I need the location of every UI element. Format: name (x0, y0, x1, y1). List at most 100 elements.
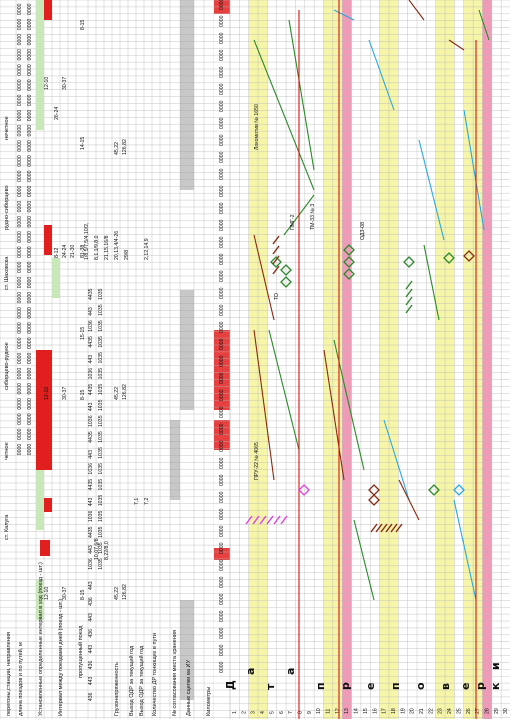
km-number: 11 (326, 709, 332, 714)
km-number: 30 (503, 708, 509, 714)
km-code: 0000 (219, 440, 225, 452)
train-schedule-graph: 1 2 3 4 5 6 7 8 9 10 11 12 13 14 15 16 17 18 19 20 21 22 23 24 2… (214, 0, 510, 719)
km-code: 0000 (219, 644, 225, 656)
direction-label: перегоны,станции, направления (6, 632, 12, 716)
code-cell: 0000 (27, 292, 33, 304)
red-cell (36, 350, 52, 470)
interval-between-label: Интервал между поездами дней (поезд - шт… (57, 599, 64, 716)
code-cell: 0000 (27, 186, 33, 198)
code-cell: 443 (88, 402, 94, 411)
label-pru: ПРУ-22 № 4065 (254, 442, 260, 480)
green-cell (36, 580, 44, 620)
code-cell: 0000 (17, 140, 23, 152)
pink-band (342, 0, 352, 719)
km-number: 22 (428, 708, 434, 714)
column-header-labels: перегоны,станции, направления длина поез… (6, 562, 212, 716)
km-code: 0000 (219, 270, 225, 282)
work-marks (245, 235, 475, 533)
red-cell (214, 420, 230, 450)
km-number: 28 (484, 708, 490, 714)
section-kaluga: ст. Калуга (4, 514, 10, 540)
section-rudnoe-sibir: рудно-сибирцево (4, 185, 10, 230)
code-cell: 1036 (88, 320, 94, 332)
stat-1b: 12-10 (44, 387, 50, 400)
work-slash (405, 280, 413, 290)
km-number: 20 (410, 708, 416, 714)
code-cell: 0000 (17, 216, 23, 228)
code-cell: 0000 (17, 337, 23, 349)
km-label: Километры (206, 687, 212, 716)
km-column: 1 2 3 4 5 6 7 8 9 10 11 12 13 14 15 16 17 18 19 20 21 22 23 24 2… (219, 0, 509, 714)
code-cell: 1036 (88, 368, 94, 380)
code-cell: 0000 (17, 3, 23, 15)
stat-2: 30-37 (62, 587, 68, 600)
code-cell: 443 (88, 450, 94, 459)
red-cell (44, 498, 52, 512)
km-code: 0000 (219, 83, 225, 95)
work-slash (405, 288, 413, 298)
work-diamond (368, 494, 380, 506)
km-code: 0000 (219, 321, 225, 333)
note-2: 8,1,1/9,8,0 (94, 235, 100, 260)
code-cell: 0000 (17, 125, 23, 137)
caption-letter: в (439, 683, 452, 690)
km-code: 0000 (219, 593, 225, 605)
km-code: 0000 (219, 66, 225, 78)
km-code: 0000 (219, 236, 225, 248)
km-number: 27 (475, 708, 481, 714)
code-cell: 0000 (27, 261, 33, 273)
km-number: 19 (400, 708, 406, 714)
caption-letter: т (264, 683, 277, 690)
code-cell: 0000 (17, 246, 23, 258)
km-number: 3 (251, 711, 257, 714)
code-cell: 1035 (98, 415, 104, 427)
section-sibir-rudnoe: сибирцево-рудное (4, 342, 10, 390)
code-cell: 4435 (88, 431, 94, 443)
work-slash (280, 515, 288, 525)
work-diamond (280, 276, 292, 288)
section-chetnoe: четное (4, 442, 10, 460)
code-cell: 1036 (88, 463, 94, 475)
code-cell: 0000 (17, 79, 23, 91)
code-cell: 443 (88, 355, 94, 364)
code-cell: 4435 (88, 336, 94, 348)
km-code: 0000 (219, 423, 225, 435)
code-cell: 4435 (88, 384, 94, 396)
train-line (353, 519, 375, 601)
code-cell: 436 (88, 597, 94, 606)
work-slash (380, 523, 388, 533)
work-diamond (343, 268, 355, 280)
km-code: 0000 (219, 372, 225, 384)
train-line (423, 244, 440, 321)
caption-letter: а (244, 668, 257, 675)
code-cell: 1035 (98, 495, 104, 507)
work-slash (252, 515, 260, 525)
train-line (408, 0, 425, 21)
code-cell: 0000 (17, 444, 23, 456)
km-code: 0000 (219, 151, 225, 163)
code-cell: 1036 (88, 511, 94, 523)
stat-5b: 126,82 (122, 384, 128, 400)
code-cell: 0000 (27, 110, 33, 122)
work-slash (370, 523, 378, 533)
code-cell: 0000 (17, 368, 23, 380)
work-diamond (270, 256, 282, 268)
train-line (383, 419, 410, 501)
km-code: 0000 (219, 253, 225, 265)
km-code: 0000 (219, 15, 225, 27)
section-shakhovskaya: ст. Шаховска (4, 256, 10, 290)
red-cell (44, 225, 52, 255)
code-cell: 1035 (98, 399, 104, 411)
km-code: 0000 (219, 134, 225, 146)
code-cell: 0000 (17, 110, 23, 122)
train-line (398, 479, 420, 521)
label-to: ТО (274, 293, 280, 300)
caption-letter: а (284, 668, 297, 675)
stat-8: 24-24 (62, 245, 68, 258)
stat-5c: 126,82 (122, 139, 128, 155)
stat-3: 8-15 (80, 590, 86, 600)
note-6: 2,12,14,9 (144, 238, 150, 260)
km-code: 0000 (219, 457, 225, 469)
green-cell (36, 470, 44, 530)
